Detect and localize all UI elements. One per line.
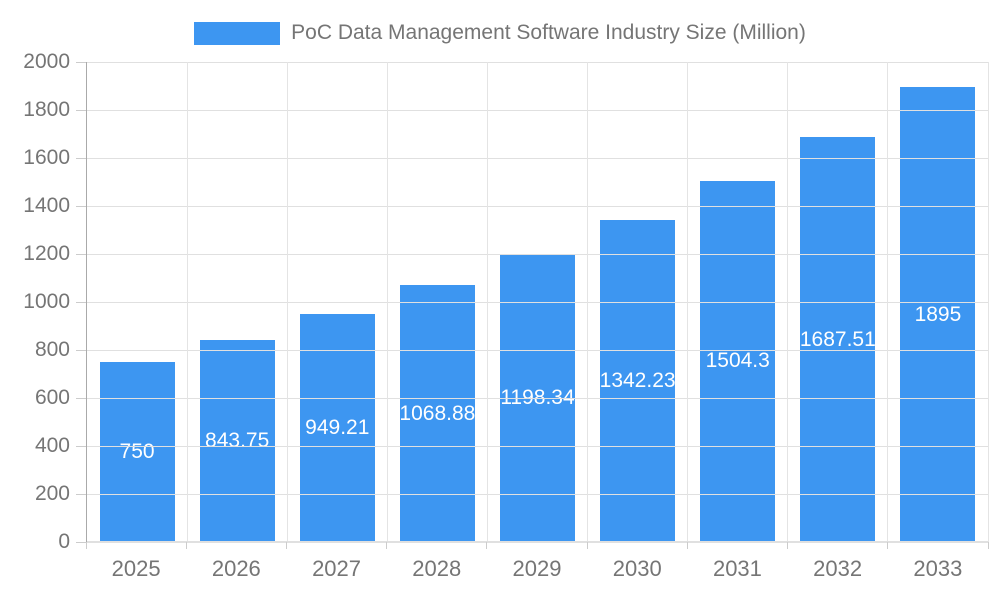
gridline-vertical [787,62,789,542]
y-axis-tick-mark [76,109,86,111]
y-axis-tick-label: 1600 [23,146,70,169]
bar-slot: 1342.23 [588,62,688,542]
gridline-vertical [486,62,488,542]
x-axis-tick-mark [85,542,87,549]
bar-slot: 1504.3 [688,62,788,542]
gridline-horizontal [87,157,988,159]
gridline-vertical [687,62,689,542]
y-axis-tick-mark [76,205,86,207]
gridline-horizontal [87,445,988,447]
x-axis-tick-mark [185,542,187,549]
y-axis: 0 200 400 600 800 1000 1200 1400 1600 1800 2000 [0,50,86,553]
bar-slot: 843.75 [187,62,287,542]
x-axis-tick-mark [386,542,388,549]
y-axis-tick-label: 1200 [23,242,70,265]
y-axis-tick-mark [76,301,86,303]
bar-value-label: 843.75 [205,428,270,452]
y-axis-tick-mark [76,445,86,447]
y-axis-tick-mark [76,493,86,495]
bar-value-label: 1687.51 [800,327,876,351]
bar-2028[interactable]: 1068.88 [399,285,475,542]
x-axis-tick-mark [686,542,688,549]
bar-series: 750 843.75 949.21 1068.88 1198.34 1342.23 1504… [87,62,988,542]
gridline-horizontal [87,301,988,303]
gridline-horizontal [87,253,988,255]
bar-2027[interactable]: 949.21 [299,314,375,542]
gridline-horizontal [87,109,988,111]
y-axis-tick-label: 200 [34,482,70,505]
x-axis-tick-mark [887,542,889,549]
x-axis-tick-mark [486,542,488,549]
y-axis-tick-label: 1000 [23,290,70,313]
y-axis-tick-mark [76,541,86,543]
gridline-horizontal [87,205,988,207]
y-axis-tick-label: 1800 [23,98,70,121]
x-axis-tick-label: 2025 [111,556,161,581]
y-axis-tick-label: 1400 [23,194,70,217]
bar-value-label: 1342.23 [600,368,676,392]
gridline-vertical [587,62,589,542]
x-axis-tick-label: 2027 [312,556,362,581]
gridline-vertical [186,62,188,542]
bar-slot: 949.21 [287,62,387,542]
bar-slot: 1687.51 [788,62,888,542]
x-axis-baseline [87,541,988,542]
gridline-horizontal [87,493,988,495]
bar-value-label: 1895 [914,302,962,326]
y-axis-tick-mark [76,397,86,399]
y-axis-tick-mark [76,349,86,351]
x-axis-tick-label: 2032 [813,556,863,581]
gridline-horizontal [87,61,988,63]
x-axis-tick-label: 2031 [712,556,762,581]
chart-legend[interactable]: PoC Data Management Software Industry Si… [0,16,1000,50]
x-axis-tick-label: 2028 [412,556,462,581]
x-axis-tick-label: 2026 [211,556,261,581]
gridline-vertical [386,62,388,542]
gridline-horizontal [87,397,988,399]
gridline-vertical [887,62,889,542]
y-axis-tick-label: 800 [34,338,70,361]
x-axis-tick-mark [285,542,287,549]
bar-slot: 750 [87,62,187,542]
y-axis-tick-label: 0 [58,530,70,553]
y-axis-tick-mark [76,61,86,63]
x-axis-tick-label: 2033 [913,556,963,581]
bar-2033[interactable]: 1895 [900,87,976,542]
y-axis-tick-label: 400 [34,434,70,457]
bar-2030[interactable]: 1342.23 [600,219,676,542]
bar-value-label: 750 [119,440,155,463]
bar-value-label: 1068.88 [399,401,475,425]
x-axis-tick-label: 2030 [612,556,662,581]
bar-slot: 1895 [888,62,988,542]
x-axis-tick-mark [586,542,588,549]
y-axis-tick-mark [76,253,86,255]
gridline-horizontal [87,349,988,351]
gridline-vertical [987,62,989,542]
bar-value-label: 949.21 [305,416,370,440]
gridline-vertical [286,62,288,542]
bar-value-label: 1504.3 [705,349,770,373]
x-axis-tick-mark [987,542,989,549]
bar-2031[interactable]: 1504.3 [700,180,776,542]
gridline-horizontal [87,541,988,543]
y-axis-tick-mark [76,157,86,159]
bar-2026[interactable]: 843.75 [199,339,275,542]
bar-2032[interactable]: 1687.51 [800,137,876,542]
x-axis: 2025 2026 2027 2028 2029 2030 2031 2032 2033 [85,542,989,592]
y-axis-tick-label: 2000 [23,50,70,73]
chart-title: PoC Data Management Software Industry Si… [291,21,806,44]
bar-slot: 1068.88 [387,62,487,542]
legend-swatch[interactable] [194,21,281,45]
x-axis-tick-label: 2029 [512,556,562,581]
x-axis-tick-mark [787,542,789,549]
y-axis-tick-label: 600 [34,386,70,409]
plot-area: 750 843.75 949.21 1068.88 1198.34 1342.23 1504… [86,61,989,543]
bar-2025[interactable]: 750 [99,362,175,542]
